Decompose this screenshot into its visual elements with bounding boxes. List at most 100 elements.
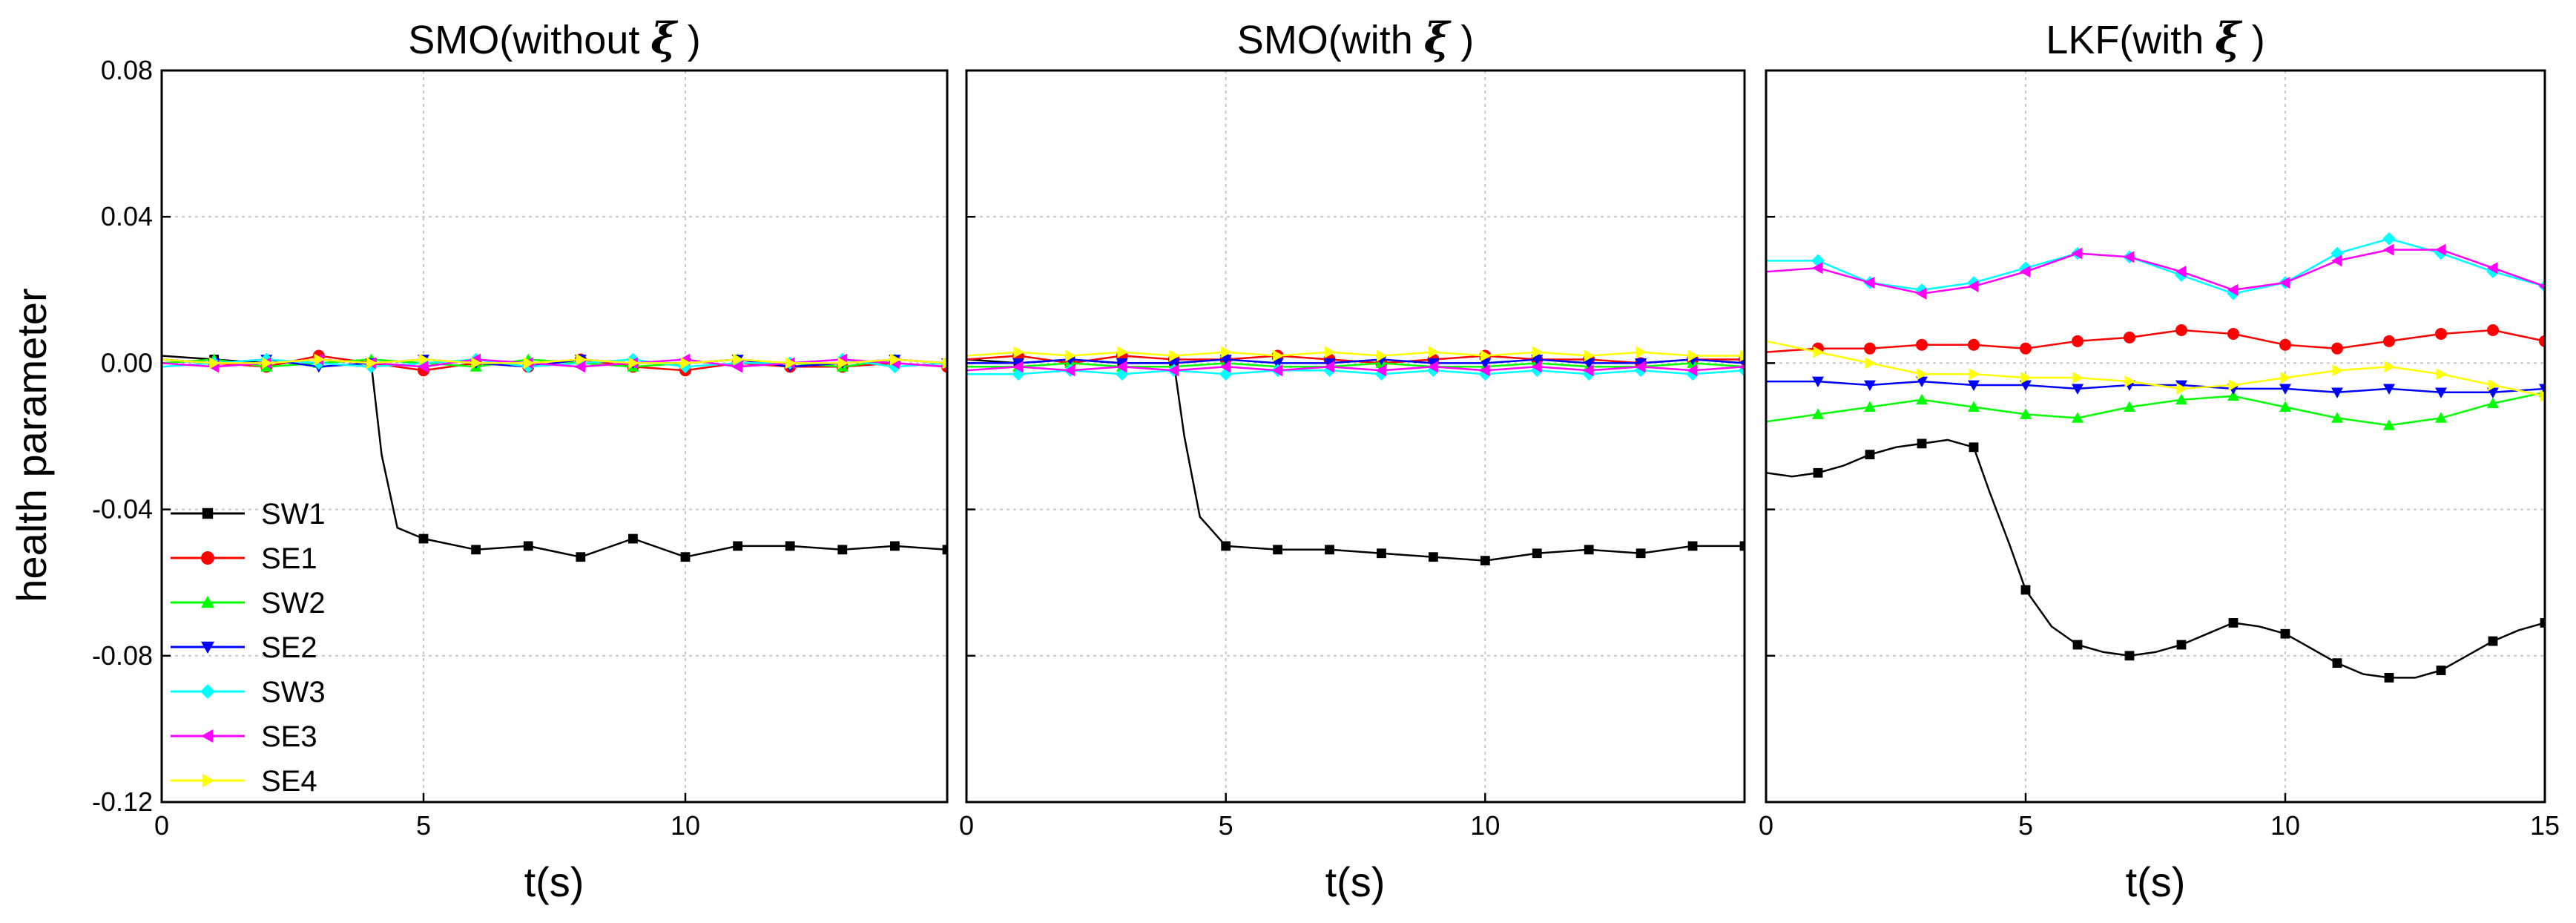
data-point-sw1 xyxy=(628,533,638,544)
data-point-sw1 xyxy=(523,541,533,551)
data-point-se4 xyxy=(2228,378,2239,391)
panel-2: 0 5 10 SMO(with ξ ) xyxy=(959,13,1746,841)
data-point-se2 xyxy=(1479,358,1492,369)
x-tick-label: 0 xyxy=(154,810,169,841)
y-tick-label: -0.12 xyxy=(92,786,153,817)
series-line-se3 xyxy=(1766,249,2545,295)
legend-marker xyxy=(201,729,214,743)
plot-frame xyxy=(1765,69,2546,804)
data-point-se3 xyxy=(1687,364,1698,377)
data-point-se4 xyxy=(2436,368,2447,381)
data-point-se1 xyxy=(2487,324,2499,337)
data-point-se1 xyxy=(2331,342,2343,355)
panel-3: 0 5 10 15 LKF(with ξ ) xyxy=(1759,13,2560,841)
data-point-se4 xyxy=(1969,368,1980,381)
data-point-se4 xyxy=(2332,364,2343,377)
x-tick-label: 5 xyxy=(1219,810,1233,841)
data-point-se4 xyxy=(261,357,273,369)
panel-title: LKF(with ξ ) xyxy=(2046,13,2264,64)
data-point-sw2 xyxy=(2383,419,2395,430)
data-point-se1 xyxy=(1864,342,1876,355)
data-point-se4 xyxy=(2176,382,2187,395)
xi-symbol: ξ xyxy=(1424,13,1452,64)
data-point-se2 xyxy=(2539,384,2545,395)
data-point-sw1 xyxy=(785,541,795,551)
x-tick-label: 0 xyxy=(1759,810,1773,841)
data-point-se4 xyxy=(1377,349,1388,362)
data-point-se1 xyxy=(2020,342,2032,355)
legend-item-sw1: SW1 xyxy=(171,498,326,531)
data-point-se3 xyxy=(1323,361,1334,373)
data-point-sw3 xyxy=(1322,364,1337,378)
panel-title-suffix: ) xyxy=(1449,18,1474,62)
data-point-se4 xyxy=(2384,361,2395,373)
panel-title-text: SMO(without xyxy=(408,18,650,62)
data-point-se2 xyxy=(1812,376,1824,388)
data-point-se3 xyxy=(1916,287,1927,300)
series-line-sw2 xyxy=(1766,391,2545,427)
legend-label: SE3 xyxy=(261,720,317,753)
data-point-se4 xyxy=(1273,349,1284,362)
data-point-se4 xyxy=(942,357,947,369)
data-point-se2 xyxy=(2435,387,2447,398)
panel-title-text: SMO(with xyxy=(1237,18,1424,62)
data-point-se3 xyxy=(1635,361,1646,373)
legend-label: SW3 xyxy=(261,676,326,709)
data-point-se1 xyxy=(2175,324,2187,337)
data-point-se1 xyxy=(2435,327,2447,340)
data-point-sw1 xyxy=(576,552,586,562)
data-point-se3 xyxy=(1219,361,1231,373)
series-line-se2 xyxy=(966,358,1745,364)
data-point-se4 xyxy=(2072,372,2083,384)
data-point-se4 xyxy=(733,353,744,366)
data-point-sw1 xyxy=(680,552,691,562)
data-point-se3 xyxy=(1739,363,1745,370)
data-point-se4 xyxy=(1739,349,1745,362)
data-point-sw1 xyxy=(1532,548,1542,559)
panel-title-text: LKF(with xyxy=(2046,18,2215,62)
data-point-sw1 xyxy=(2384,672,2394,683)
legend-marker xyxy=(202,774,214,787)
data-point-sw1 xyxy=(2072,640,2083,650)
data-point-sw1 xyxy=(2020,585,2031,595)
series-group xyxy=(1766,231,2545,683)
legend-label: SE4 xyxy=(261,765,317,798)
series-group xyxy=(966,346,1745,566)
data-point-se3 xyxy=(2279,276,2290,289)
x-axis-title-1: t(s) xyxy=(524,858,584,905)
data-point-se2 xyxy=(1531,355,1544,366)
y-tick-label: 0.04 xyxy=(101,201,153,231)
data-point-se2 xyxy=(1968,380,1980,391)
y-tick-label: -0.08 xyxy=(92,640,153,671)
data-point-se4 xyxy=(1865,357,1876,369)
data-point-se3 xyxy=(2175,266,2187,278)
x-tick-label: 10 xyxy=(1470,810,1500,841)
panel-title: SMO(without ξ ) xyxy=(408,13,700,64)
series-line-sw3 xyxy=(966,369,1745,375)
data-point-se3 xyxy=(1427,361,1438,373)
data-point-se1 xyxy=(2383,335,2395,347)
data-point-se3 xyxy=(1012,361,1024,373)
data-point-se2 xyxy=(2279,384,2291,395)
series-line-se3 xyxy=(966,366,1745,372)
series-line-sw1 xyxy=(1766,438,2545,679)
data-point-sw1 xyxy=(837,545,848,555)
data-point-se4 xyxy=(1584,349,1595,362)
data-point-sw1 xyxy=(1865,450,1875,460)
x-axis-title-2: t(s) xyxy=(1325,858,1386,905)
data-point-se2 xyxy=(1219,355,1232,366)
data-point-se3 xyxy=(1531,361,1542,373)
data-point-se1 xyxy=(2539,335,2545,347)
data-point-se4 xyxy=(576,353,587,366)
data-point-se1 xyxy=(2227,327,2239,340)
panel-title-suffix: ) xyxy=(676,18,701,62)
data-point-sw1 xyxy=(418,533,429,544)
data-point-sw2 xyxy=(2124,401,2135,412)
data-point-se4 xyxy=(1429,346,1440,358)
data-point-sw1 xyxy=(1687,541,1698,551)
data-point-sw2 xyxy=(2279,401,2291,412)
data-point-se3 xyxy=(731,361,742,373)
data-point-se3 xyxy=(2487,262,2498,275)
data-point-se1 xyxy=(2279,338,2291,351)
data-point-sw3 xyxy=(2382,231,2396,246)
